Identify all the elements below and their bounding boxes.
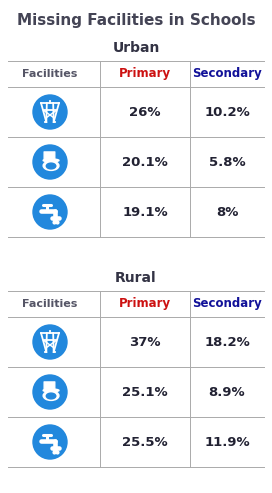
Text: 19.1%: 19.1% — [122, 206, 168, 218]
Text: Missing Facilities in Schools: Missing Facilities in Schools — [17, 12, 255, 28]
Text: 20.1%: 20.1% — [122, 155, 168, 169]
Text: 37%: 37% — [129, 336, 161, 349]
Text: 25.5%: 25.5% — [122, 435, 168, 449]
Text: 8.9%: 8.9% — [209, 386, 245, 398]
Text: Urban: Urban — [112, 41, 160, 55]
Text: 18.2%: 18.2% — [204, 336, 250, 349]
Ellipse shape — [46, 393, 56, 399]
FancyBboxPatch shape — [44, 152, 55, 160]
Ellipse shape — [46, 163, 56, 169]
Text: Secondary: Secondary — [192, 68, 262, 80]
Circle shape — [33, 95, 67, 129]
Ellipse shape — [43, 389, 59, 392]
Circle shape — [33, 425, 67, 459]
Circle shape — [33, 195, 67, 229]
Circle shape — [33, 145, 67, 179]
Text: Facilities: Facilities — [22, 299, 78, 309]
Ellipse shape — [43, 159, 59, 162]
Circle shape — [33, 375, 67, 409]
Text: Primary: Primary — [119, 68, 171, 80]
Text: Rural: Rural — [115, 271, 157, 285]
Text: 10.2%: 10.2% — [204, 106, 250, 118]
Text: Primary: Primary — [119, 297, 171, 311]
Bar — [50, 160, 55, 163]
Bar — [50, 389, 55, 393]
Ellipse shape — [43, 391, 59, 400]
Text: 26%: 26% — [129, 106, 161, 118]
Text: Secondary: Secondary — [192, 297, 262, 311]
Text: 25.1%: 25.1% — [122, 386, 168, 398]
Text: 8%: 8% — [216, 206, 238, 218]
Text: 11.9%: 11.9% — [204, 435, 250, 449]
Text: 5.8%: 5.8% — [209, 155, 245, 169]
Circle shape — [33, 325, 67, 359]
Ellipse shape — [43, 161, 59, 171]
FancyBboxPatch shape — [44, 382, 55, 390]
Text: Facilities: Facilities — [22, 69, 78, 79]
